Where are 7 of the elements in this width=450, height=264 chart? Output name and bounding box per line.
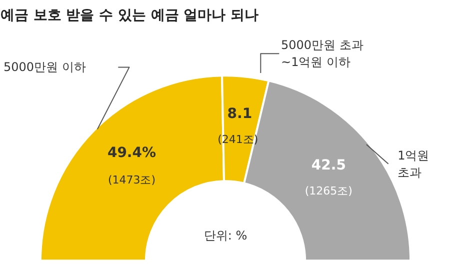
chart-title: 예금 보호 받을 수 있는 예금 얼마나 되나 <box>0 8 259 24</box>
data-label: 42.5 (1265조) <box>304 157 352 198</box>
slice-label: 1억원 초과 <box>398 148 430 180</box>
slice-label: 5000만원 초과 ~1억원 이하 <box>281 38 364 70</box>
text: 단위: % <box>204 228 248 242</box>
slice-label: 5000만원 이하 <box>3 60 86 74</box>
data-label: 49.4% (1473조) <box>107 144 156 186</box>
